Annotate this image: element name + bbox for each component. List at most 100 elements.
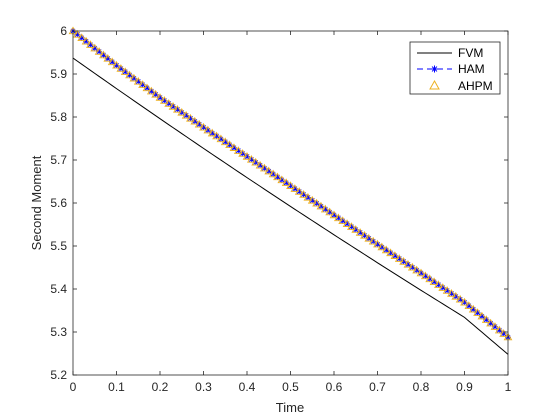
data-point-ham xyxy=(452,293,459,300)
data-point-ham xyxy=(239,150,246,157)
data-point-ham xyxy=(278,176,285,183)
data-point-ahpm xyxy=(460,297,469,306)
data-point-ahpm xyxy=(151,89,161,98)
y-tick-label: 5.8 xyxy=(50,110,67,124)
data-point-ahpm xyxy=(429,277,439,286)
data-point-ahpm xyxy=(464,301,474,309)
data-point-ham xyxy=(130,75,137,82)
data-point-ahpm xyxy=(273,172,282,181)
data-point-ahpm xyxy=(155,93,165,101)
data-point-ham xyxy=(200,124,207,131)
data-point-ahpm xyxy=(268,169,278,178)
legend: FVM HAM AHPM xyxy=(409,41,501,95)
data-point-ahpm xyxy=(251,157,261,166)
data-point-ahpm xyxy=(438,283,448,291)
data-point-ham xyxy=(87,41,94,48)
data-point-ahpm xyxy=(290,184,300,192)
data-point-ahpm xyxy=(246,154,256,163)
data-point-ham xyxy=(148,88,155,95)
x-tick-label: 0 xyxy=(70,380,77,394)
series-fvm xyxy=(72,57,509,355)
data-point-ham xyxy=(391,252,398,259)
data-point-ahpm xyxy=(399,257,408,265)
data-point-ham xyxy=(383,247,390,254)
data-point-ham xyxy=(183,112,190,119)
legend-marker-ham xyxy=(431,65,438,73)
data-point-ahpm xyxy=(451,291,461,300)
data-point-ham xyxy=(252,159,259,166)
data-point-ahpm xyxy=(277,175,287,184)
data-point-ahpm xyxy=(194,119,204,128)
data-point-ahpm xyxy=(203,125,213,134)
data-point-ahpm xyxy=(403,259,413,268)
data-point-ham xyxy=(470,306,477,313)
data-point-ham xyxy=(209,130,216,137)
data-point-ham xyxy=(170,103,177,110)
data-point-ham xyxy=(439,284,446,291)
data-point-ahpm xyxy=(329,210,339,219)
data-point-ham xyxy=(444,287,451,294)
data-point-ahpm xyxy=(368,236,378,245)
data-point-ham xyxy=(178,109,185,116)
y-axis-label: Second Moment xyxy=(29,155,44,250)
series-line-fvm xyxy=(72,57,509,355)
data-point-ahpm xyxy=(225,140,234,149)
data-point-ham xyxy=(400,258,407,265)
y-tick-label: 5.3 xyxy=(50,325,67,339)
data-point-ahpm xyxy=(316,201,326,210)
data-point-ham xyxy=(339,217,346,224)
data-point-ham xyxy=(226,141,233,148)
data-point-ham xyxy=(478,313,485,320)
data-point-ham xyxy=(357,229,364,236)
data-point-ham xyxy=(230,144,237,151)
data-point-ham xyxy=(335,214,342,221)
data-point-ahpm xyxy=(381,245,391,254)
data-point-ham xyxy=(500,330,507,337)
legend-item-ahpm: AHPM xyxy=(429,79,493,93)
data-point-ham xyxy=(361,232,368,239)
data-point-ahpm xyxy=(229,143,239,151)
data-point-ahpm xyxy=(255,160,265,169)
data-point-ahpm xyxy=(238,149,248,157)
data-point-ahpm xyxy=(181,110,191,119)
data-point-ham xyxy=(435,281,442,288)
x-tick-label: 0.3 xyxy=(195,380,212,394)
data-point-ahpm xyxy=(220,137,230,146)
data-point-ahpm xyxy=(199,122,208,131)
data-point-ham xyxy=(409,264,416,271)
series-layer xyxy=(68,26,513,355)
y-tick-label: 5.4 xyxy=(50,282,67,296)
x-tick-label: 0.9 xyxy=(456,380,473,394)
data-point-ham xyxy=(126,72,133,79)
data-point-ham xyxy=(143,84,150,91)
data-point-ham xyxy=(157,94,163,101)
data-point-ahpm xyxy=(173,105,182,113)
data-point-ahpm xyxy=(468,304,478,313)
data-point-ahpm xyxy=(77,33,87,42)
data-point-ahpm xyxy=(107,57,117,66)
data-point-ham xyxy=(270,171,277,178)
data-point-ham xyxy=(431,278,438,285)
y-tick-label: 5.2 xyxy=(50,368,67,382)
data-point-ham xyxy=(491,323,498,330)
data-point-ham xyxy=(109,58,116,65)
data-point-ahpm xyxy=(90,43,100,52)
data-point-ham xyxy=(322,206,329,213)
data-point-ahpm xyxy=(377,242,387,251)
data-point-ahpm xyxy=(425,274,435,283)
data-point-ahpm xyxy=(120,67,130,76)
legend-item-ham: HAM xyxy=(417,62,485,76)
data-point-ham xyxy=(74,31,81,38)
data-point-ham xyxy=(187,115,194,122)
data-point-ham xyxy=(104,55,111,62)
data-point-ahpm xyxy=(190,116,200,125)
data-point-ahpm xyxy=(216,134,226,143)
data-point-ham xyxy=(291,185,298,192)
data-point-ham xyxy=(300,191,307,198)
data-point-ham xyxy=(422,273,429,280)
data-point-ahpm xyxy=(355,228,365,236)
data-point-ham xyxy=(257,162,264,169)
data-point-ahpm xyxy=(325,207,335,216)
data-point-ham xyxy=(213,133,220,140)
legend-label-fvm: FVM xyxy=(458,46,483,60)
